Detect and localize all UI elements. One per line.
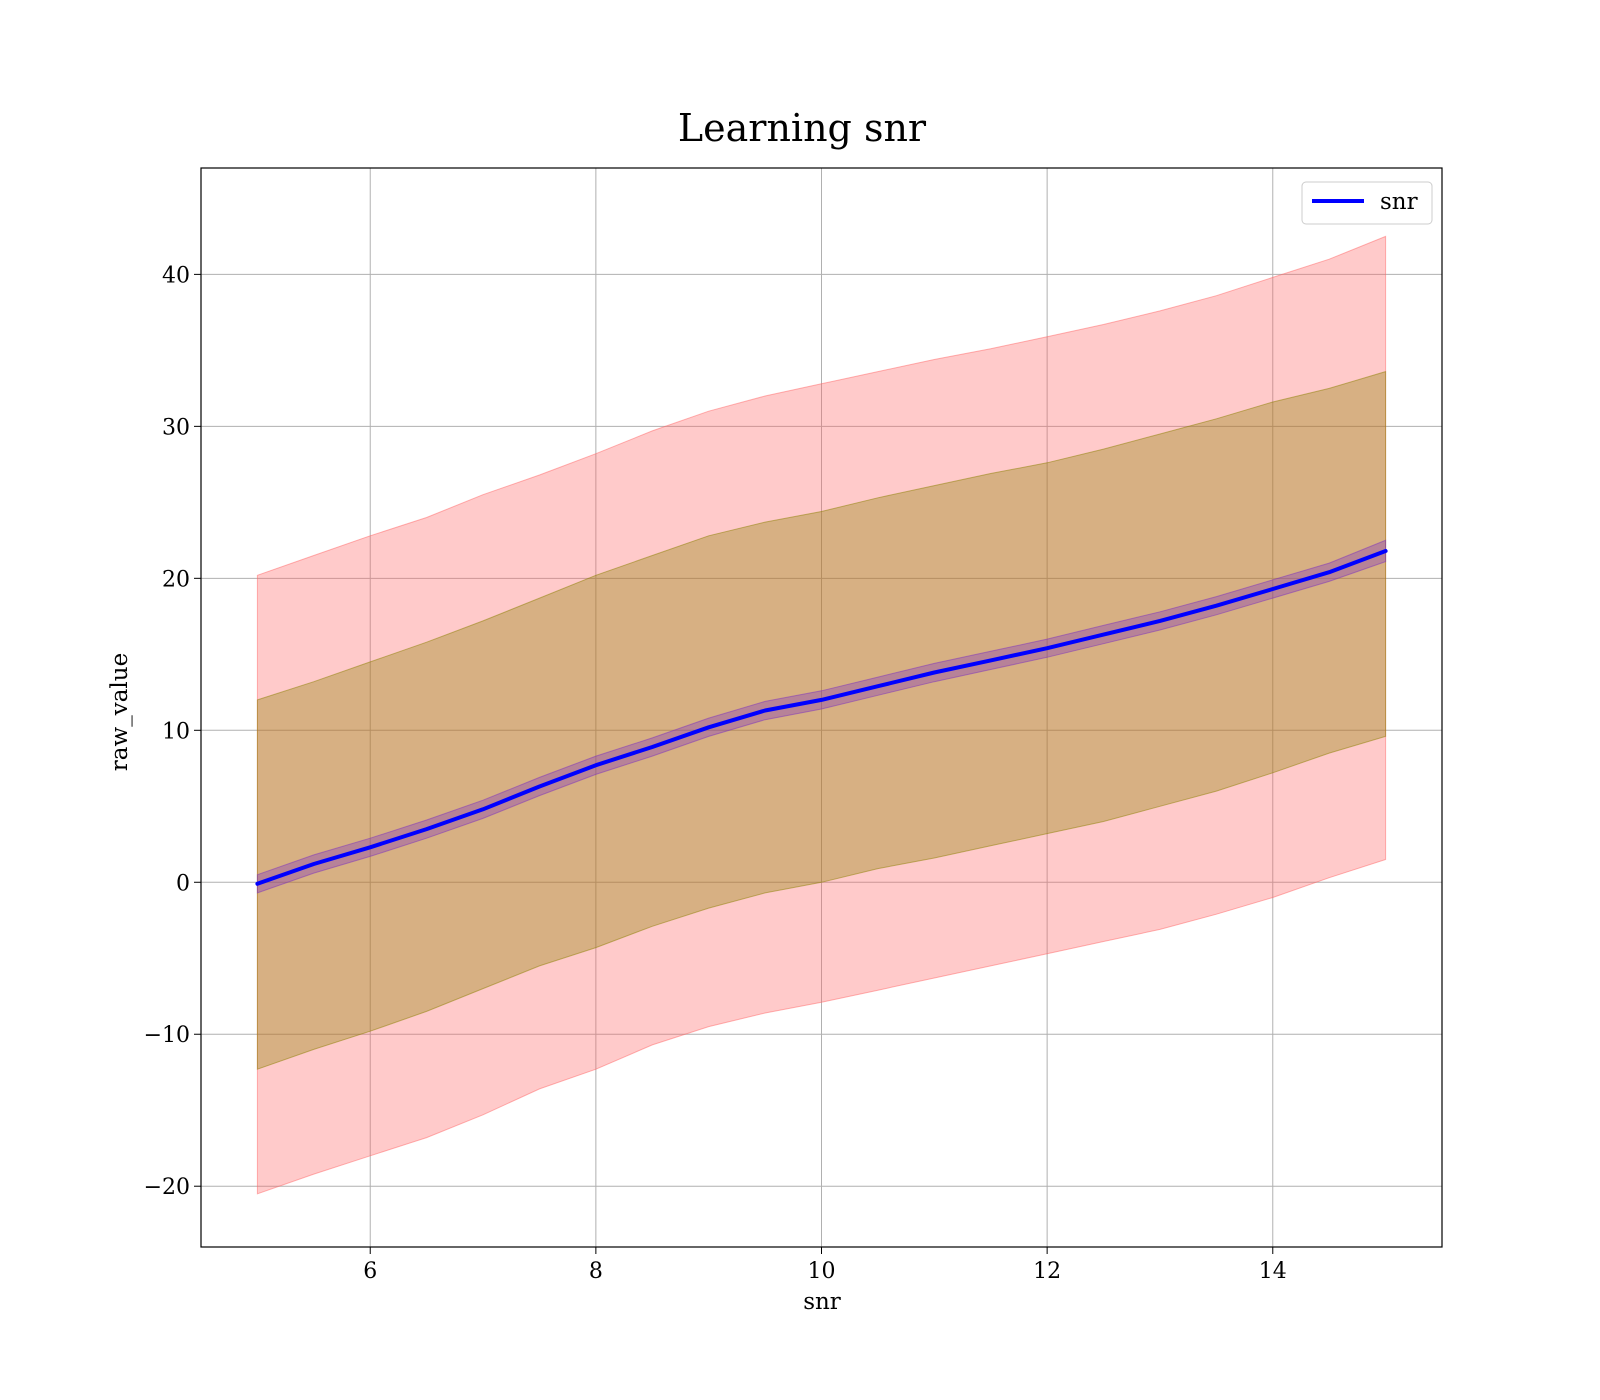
confidence-band bbox=[256, 370, 1387, 1070]
y-tick-label: 10 bbox=[162, 719, 190, 744]
y-axis-ticks: −20 −10 0 10 20 30 40 bbox=[144, 263, 201, 1200]
x-tick-label: 8 bbox=[589, 1259, 603, 1284]
y-axis-label: raw_value bbox=[107, 653, 133, 771]
y-tick-label: 0 bbox=[176, 871, 190, 896]
x-tick-label: 6 bbox=[363, 1259, 377, 1284]
y-tick-label: 20 bbox=[162, 567, 190, 592]
x-axis-ticks: 6 8 10 12 14 bbox=[363, 1247, 1287, 1284]
x-axis-label: snr bbox=[803, 1289, 841, 1315]
x-tick-label: 10 bbox=[808, 1259, 836, 1284]
legend-box bbox=[1301, 181, 1433, 225]
chart-title: Learning snr bbox=[678, 106, 927, 150]
confidence-bands bbox=[256, 235, 1387, 1195]
y-tick-label: 30 bbox=[162, 415, 190, 440]
y-tick-label: −20 bbox=[144, 1175, 190, 1200]
legend-label: snr bbox=[1380, 189, 1418, 215]
y-tick-label: 40 bbox=[162, 263, 190, 288]
confidence-band bbox=[256, 235, 1387, 1195]
x-tick-label: 14 bbox=[1259, 1259, 1287, 1284]
data-series bbox=[255, 549, 1388, 886]
x-tick-label: 12 bbox=[1033, 1259, 1061, 1284]
grid bbox=[201, 168, 1442, 1247]
series-line bbox=[255, 549, 1388, 886]
confidence-band bbox=[256, 539, 1387, 894]
legend: snr bbox=[1301, 181, 1433, 225]
y-tick-label: −10 bbox=[144, 1023, 190, 1048]
